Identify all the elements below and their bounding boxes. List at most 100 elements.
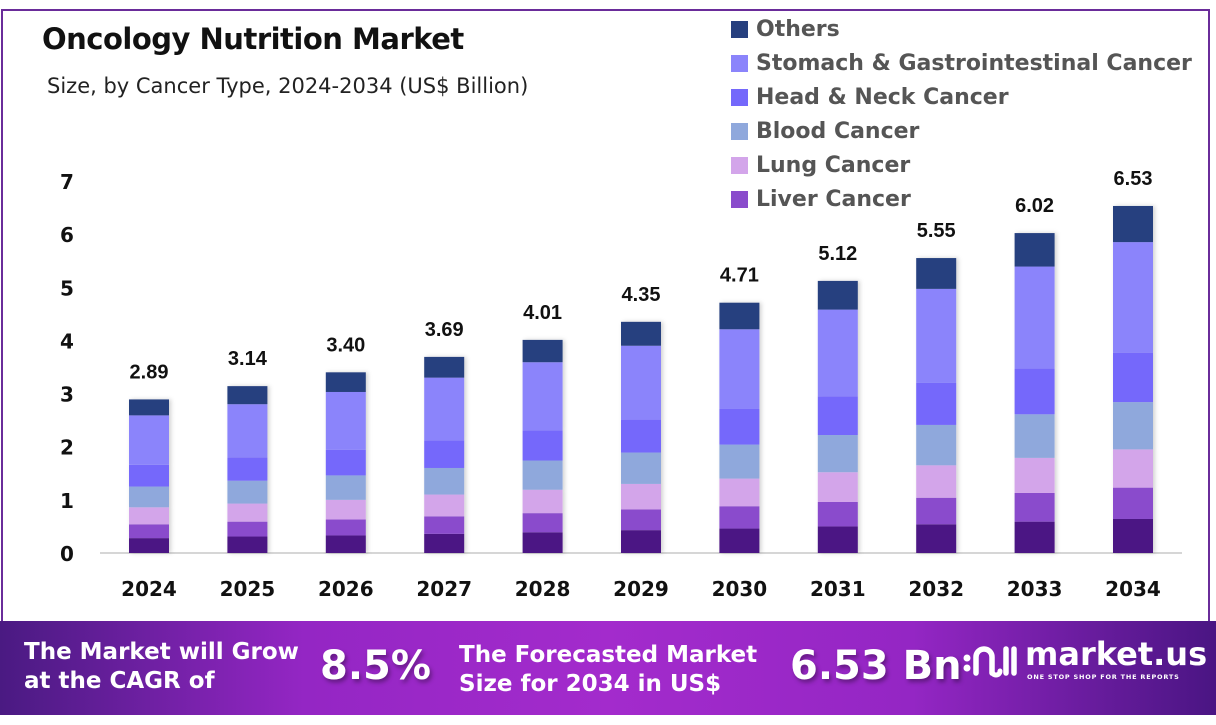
bar-segment-head-neck-cancer-2032 <box>916 382 957 425</box>
cagr-value: 8.5% <box>320 643 431 689</box>
bar-segment-blood-cancer-2032 <box>916 424 957 466</box>
bar-segment-head-neck-cancer-2033 <box>1014 368 1055 415</box>
bar-segment-lung-cancer-2024 <box>129 507 169 525</box>
legend-swatch <box>731 20 748 38</box>
bar-segment-lung-cancer-2028 <box>522 489 563 514</box>
total-label: 5.55 <box>917 220 956 242</box>
bar-segment-other-unlabeled--2033 <box>1014 521 1055 553</box>
x-tick-label: 2032 <box>908 577 964 601</box>
bar-segment-liver-cancer-2026 <box>325 519 366 536</box>
y-tick-label: 7 <box>60 170 74 194</box>
bar-stack-2027 <box>424 356 465 553</box>
x-tick-label: 2029 <box>613 577 669 601</box>
bar-segment-blood-cancer-2033 <box>1014 414 1055 458</box>
forecast-text-line1: The Forecasted Market <box>459 642 758 668</box>
bar-segment-lung-cancer-2031 <box>817 472 858 502</box>
y-tick-label: 3 <box>60 383 74 407</box>
bar-segment-head-neck-cancer-2030 <box>719 408 760 445</box>
bar-segment-others-2031 <box>817 280 858 310</box>
x-tick-label: 2027 <box>416 577 472 601</box>
bar-segment-stomach-gastrointestinal-cancer-2029 <box>621 345 661 420</box>
bar-segment-other-unlabeled--2031 <box>817 526 858 553</box>
bar-segment-others-2028 <box>522 339 563 363</box>
legend-item-stomach: Stomach & Gastrointestinal Cancer <box>731 46 1192 80</box>
bar-stack-2030 <box>719 302 760 553</box>
y-tick-label: 4 <box>60 329 74 353</box>
total-label: 6.02 <box>1015 195 1054 217</box>
bar-segment-others-2024 <box>129 399 169 416</box>
bar-stack-2028 <box>522 339 563 553</box>
cagr-text: The Market will Grow at the CAGR of <box>24 638 299 696</box>
y-tick-label: 1 <box>60 489 74 513</box>
legend-item-head-neck: Head & Neck Cancer <box>731 80 1192 114</box>
bar-segment-others-2030 <box>719 302 760 330</box>
legend-label: Lung Cancer <box>756 152 911 178</box>
bar-segment-blood-cancer-2027 <box>424 467 465 495</box>
bar-segment-others-2025 <box>227 386 268 405</box>
forecast-text-line2: Size for 2034 in US$ <box>459 671 722 697</box>
y-tick-label: 0 <box>60 542 74 566</box>
legend-swatch <box>731 88 748 106</box>
x-tick-label: 2024 <box>121 577 177 601</box>
bar-segment-liver-cancer-2033 <box>1014 492 1055 522</box>
bar-segment-lung-cancer-2025 <box>227 503 268 522</box>
bar-segment-other-unlabeled--2029 <box>621 530 661 553</box>
bar-segment-lung-cancer-2030 <box>719 478 760 507</box>
bar-segment-blood-cancer-2034 <box>1113 402 1153 450</box>
bar-segment-lung-cancer-2026 <box>325 499 366 520</box>
summary-banner: The Market will Grow at the CAGR of 8.5%… <box>0 621 1216 715</box>
bar-segment-liver-cancer-2027 <box>424 516 465 534</box>
legend-item-liver: Liver Cancer <box>731 182 1192 216</box>
legend-label: Liver Cancer <box>756 186 911 212</box>
x-tick-label: 2034 <box>1105 577 1161 601</box>
cagr-text-line2: at the CAGR of <box>24 668 215 694</box>
legend-label: Blood Cancer <box>756 118 920 144</box>
bar-segment-head-neck-cancer-2026 <box>325 449 366 476</box>
bar-segment-blood-cancer-2031 <box>817 435 858 473</box>
bar-segment-other-unlabeled--2028 <box>522 532 563 553</box>
bar-segment-blood-cancer-2030 <box>719 444 760 479</box>
bar-segment-head-neck-cancer-2029 <box>621 419 661 453</box>
total-label: 4.01 <box>523 302 562 324</box>
bar-segment-lung-cancer-2033 <box>1014 457 1055 493</box>
bar-segment-other-unlabeled--2025 <box>227 536 268 553</box>
bar-segment-head-neck-cancer-2024 <box>129 464 169 487</box>
legend-label: Stomach & Gastrointestinal Cancer <box>756 50 1192 76</box>
forecast-text: The Forecasted Market Size for 2034 in U… <box>459 641 757 699</box>
chart-frame <box>1 9 1210 709</box>
y-tick-label: 2 <box>60 436 74 460</box>
bar-stack-2024 <box>129 399 169 553</box>
legend-item-blood: Blood Cancer <box>731 114 1192 148</box>
y-axis: 0 1 2 3 4 5 6 7 <box>60 170 74 566</box>
total-label: 3.40 <box>326 334 365 356</box>
brand-name: market.us <box>1025 635 1208 673</box>
bar-segment-stomach-gastrointestinal-cancer-2034 <box>1113 242 1153 353</box>
total-label: 6.53 <box>1114 168 1153 190</box>
legend-item-others: Others <box>731 12 1192 46</box>
bar-segment-stomach-gastrointestinal-cancer-2031 <box>817 309 858 397</box>
x-tick-label: 2028 <box>515 577 571 601</box>
bar-segment-head-neck-cancer-2025 <box>227 457 268 481</box>
bar-segment-others-2034 <box>1113 205 1153 243</box>
legend-swatch <box>731 54 748 72</box>
bar-segment-stomach-gastrointestinal-cancer-2030 <box>719 329 760 409</box>
bar-segment-liver-cancer-2034 <box>1113 487 1153 519</box>
bar-segment-head-neck-cancer-2034 <box>1113 352 1153 403</box>
bar-segment-liver-cancer-2030 <box>719 506 760 529</box>
y-tick-label: 6 <box>60 223 74 247</box>
bar-segment-others-2033 <box>1014 233 1055 267</box>
market-us-logo-icon <box>963 646 1017 678</box>
x-tick-label: 2026 <box>318 577 374 601</box>
bar-stack-2033 <box>1014 233 1055 553</box>
bar-stack-2026 <box>325 372 366 553</box>
total-label: 4.71 <box>720 265 759 287</box>
bar-segment-liver-cancer-2025 <box>227 521 268 537</box>
y-tick-label: 5 <box>60 276 74 300</box>
legend-swatch <box>731 122 748 140</box>
bar-segment-others-2032 <box>916 258 957 289</box>
bar-segment-stomach-gastrointestinal-cancer-2028 <box>522 362 563 431</box>
bar-segment-stomach-gastrointestinal-cancer-2024 <box>129 415 169 465</box>
bar-stack-2032 <box>916 258 957 553</box>
bar-segment-other-unlabeled--2030 <box>719 528 760 553</box>
bar-segment-stomach-gastrointestinal-cancer-2032 <box>916 288 957 383</box>
